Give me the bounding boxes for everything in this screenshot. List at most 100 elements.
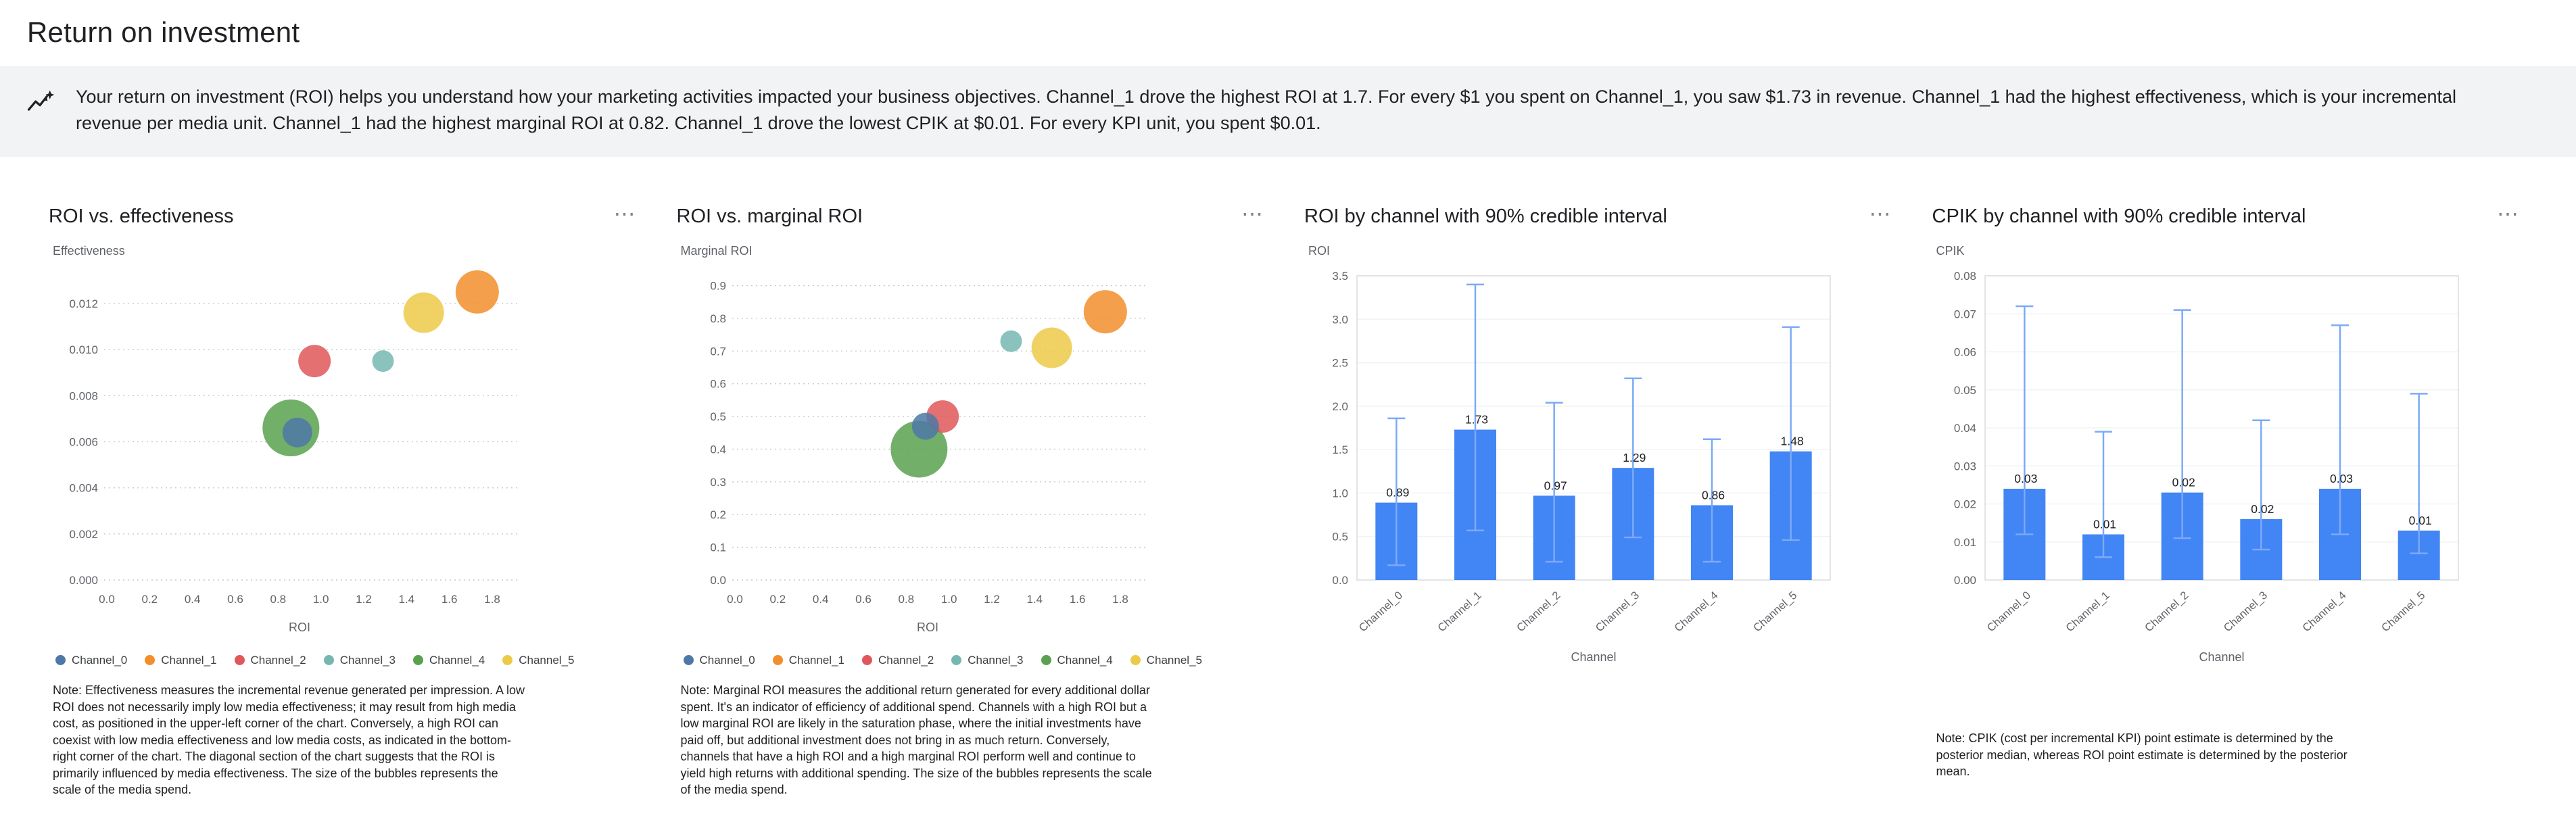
svg-text:0.03: 0.03 xyxy=(1953,460,1976,473)
bar-chart-roi-by-channel: 0.0 0.5 1.0 1.5 2.0 2.5 3.0 3.5 0.89 Channel_0 1.7… xyxy=(1304,264,1900,710)
y-axis-label: ROI xyxy=(1308,244,1331,258)
svg-text:Channel_0: Channel_0 xyxy=(1984,589,2032,635)
bubble-Channel_3 xyxy=(372,350,394,372)
legend-dot xyxy=(1041,655,1051,666)
svg-text:0.012: 0.012 xyxy=(69,297,98,310)
page-title: Return on investment xyxy=(27,16,300,48)
svg-text:2.5: 2.5 xyxy=(1332,357,1348,370)
more-options-icon[interactable]: ⋯ xyxy=(1863,203,1900,224)
svg-text:Channel_1: Channel_1 xyxy=(1435,589,1483,635)
svg-text:0.08: 0.08 xyxy=(1953,270,1976,283)
legend-dot xyxy=(234,655,245,666)
svg-text:0.97: 0.97 xyxy=(1544,479,1567,493)
insight-text: Your return on investment (ROI) helps yo… xyxy=(76,87,2456,134)
svg-text:0.006: 0.006 xyxy=(69,436,98,449)
svg-text:0.5: 0.5 xyxy=(710,410,726,423)
svg-text:Channel: Channel xyxy=(1571,650,1616,664)
more-options-icon[interactable]: ⋯ xyxy=(607,203,644,224)
svg-text:0.00: 0.00 xyxy=(1953,574,1976,587)
bubble-Channel_5 xyxy=(403,292,444,333)
legend-item-Channel_5: Channel_5 xyxy=(502,654,575,667)
svg-text:1.4: 1.4 xyxy=(399,593,415,606)
svg-text:0.02: 0.02 xyxy=(2172,476,2195,489)
svg-text:0.86: 0.86 xyxy=(1702,489,1725,502)
insight-banner: Your return on investment (ROI) helps yo… xyxy=(0,66,2576,158)
bubble-Channel_3 xyxy=(1000,331,1022,353)
more-options-icon[interactable]: ⋯ xyxy=(1235,203,1272,224)
svg-text:0.6: 0.6 xyxy=(227,593,243,606)
chart-title: ROI vs. marginal ROI xyxy=(676,206,863,228)
svg-text:Channel_3: Channel_3 xyxy=(1594,589,1642,635)
svg-text:1.29: 1.29 xyxy=(1623,451,1646,464)
svg-text:3.0: 3.0 xyxy=(1332,314,1348,327)
svg-text:0.8: 0.8 xyxy=(898,593,914,606)
svg-text:0.0: 0.0 xyxy=(99,593,115,606)
chart-title: ROI by channel with 90% credible interva… xyxy=(1304,206,1667,228)
svg-text:3.5: 3.5 xyxy=(1332,270,1348,283)
legend-dot xyxy=(55,655,66,666)
legend-item-Channel_2: Channel_2 xyxy=(234,654,306,667)
svg-text:Channel_0: Channel_0 xyxy=(1357,589,1405,635)
svg-text:0.000: 0.000 xyxy=(69,574,98,587)
chart-title: CPIK by channel with 90% credible interv… xyxy=(1932,206,2306,228)
insights-icon xyxy=(26,88,55,121)
legend-item-Channel_4: Channel_4 xyxy=(1041,654,1113,666)
more-options-icon[interactable]: ⋯ xyxy=(2490,203,2527,224)
legend-label: Channel_4 xyxy=(429,654,485,667)
svg-text:0.0: 0.0 xyxy=(727,593,743,606)
chart-svg: 0.000 0.002 0.004 0.006 0.008 0.010 0.012 0.0 0.… xyxy=(69,270,521,634)
bar-chart-cpik-by-channel: 0.00 0.01 0.02 0.03 0.04 0.05 0.06 0.07 0.08 0.03… xyxy=(1932,264,2528,710)
legend-dot xyxy=(502,655,513,666)
legend-item-Channel_3: Channel_3 xyxy=(323,654,396,667)
chart-note: Note: Effectiveness measures the increme… xyxy=(53,683,525,797)
legend-dot xyxy=(413,655,423,666)
legend-item-Channel_1: Channel_1 xyxy=(145,654,217,666)
svg-text:1.0: 1.0 xyxy=(940,593,957,606)
svg-text:0.03: 0.03 xyxy=(2014,472,2037,485)
svg-text:0.010: 0.010 xyxy=(69,343,98,356)
svg-text:0.6: 0.6 xyxy=(710,378,726,391)
svg-text:0.8: 0.8 xyxy=(270,593,287,606)
chart-svg: 0.0 0.1 0.2 0.3 0.4 0.5 0.6 0.7 0.8 0.9 0.0 0.2 0.4 0… xyxy=(710,280,1149,634)
chart-card-roi-vs-marginal-roi: ROI vs. marginal ROI ⋯ Marginal ROI 0.0 0… xyxy=(676,203,1272,798)
legend-label: Channel_5 xyxy=(519,654,575,667)
svg-text:0.004: 0.004 xyxy=(69,482,98,495)
y-axis-label: Marginal ROI xyxy=(680,244,753,258)
chart-legend: Channel_0 Channel_1 Channel_2 Channel_3 Chan… xyxy=(683,654,1272,667)
y-axis-label: CPIK xyxy=(1936,244,1965,258)
svg-text:0.3: 0.3 xyxy=(710,476,726,489)
legend-label: Channel_3 xyxy=(968,654,1024,667)
svg-text:0.01: 0.01 xyxy=(2093,518,2116,531)
legend-label: Channel_2 xyxy=(878,654,934,667)
svg-text:1.0: 1.0 xyxy=(313,593,329,606)
svg-text:ROI: ROI xyxy=(916,621,938,634)
legend-item-Channel_0: Channel_0 xyxy=(683,654,755,667)
chart-svg: 0.00 0.01 0.02 0.03 0.04 0.05 0.06 0.07 0.08 0.03… xyxy=(1953,270,2459,664)
svg-text:Channel_2: Channel_2 xyxy=(1514,589,1563,635)
svg-text:0.07: 0.07 xyxy=(1953,308,1976,321)
svg-text:0.02: 0.02 xyxy=(1953,498,1976,511)
svg-text:0.9: 0.9 xyxy=(710,280,726,293)
svg-text:1.4: 1.4 xyxy=(1026,593,1043,606)
legend-label: Channel_5 xyxy=(1146,654,1202,667)
legend-label: Channel_2 xyxy=(250,654,306,667)
legend-label: Channel_0 xyxy=(699,654,755,667)
legend-label: Channel_4 xyxy=(1057,654,1113,667)
svg-text:0.02: 0.02 xyxy=(2251,502,2274,516)
legend-item-Channel_1: Channel_1 xyxy=(772,654,844,666)
legend-dot xyxy=(772,655,783,666)
svg-text:Channel_2: Channel_2 xyxy=(2142,589,2190,635)
svg-text:0.0: 0.0 xyxy=(710,574,726,587)
svg-text:0.002: 0.002 xyxy=(69,528,98,541)
legend-dot xyxy=(862,655,872,666)
legend-dot xyxy=(683,655,694,666)
svg-text:Channel_1: Channel_1 xyxy=(2064,589,2112,635)
svg-text:0.4: 0.4 xyxy=(185,593,201,606)
legend-item-Channel_2: Channel_2 xyxy=(862,654,934,666)
svg-text:Channel_4: Channel_4 xyxy=(2300,589,2348,635)
legend-label: Channel_3 xyxy=(339,654,396,667)
legend-dot xyxy=(145,655,156,666)
chart-card-roi-by-channel: ROI by channel with 90% credible interva… xyxy=(1304,203,1900,710)
charts-row: ROI vs. effectiveness ⋯ Effectiveness 0.… xyxy=(0,157,2576,798)
bubble-Channel_0 xyxy=(282,418,312,448)
